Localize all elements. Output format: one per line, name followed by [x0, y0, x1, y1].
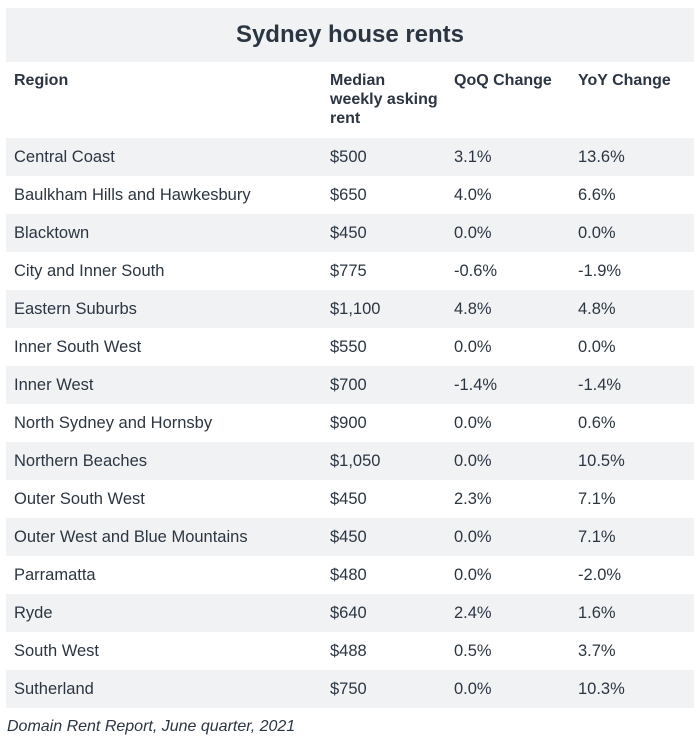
- median-rent-cell: $650: [322, 176, 446, 214]
- yoy-change-cell: -1.9%: [570, 252, 694, 290]
- region-cell: Blacktown: [6, 214, 322, 252]
- table-row: Inner West $700 -1.4% -1.4%: [6, 366, 694, 404]
- yoy-change-cell: 3.7%: [570, 632, 694, 670]
- median-rent-cell: $640: [322, 594, 446, 632]
- yoy-change-cell: -1.4%: [570, 366, 694, 404]
- column-header-median-rent: Median weekly asking rent: [322, 62, 446, 138]
- median-rent-cell: $750: [322, 670, 446, 708]
- yoy-change-cell: 0.6%: [570, 404, 694, 442]
- region-cell: Sutherland: [6, 670, 322, 708]
- qoq-change-cell: 3.1%: [446, 138, 570, 176]
- region-cell: South West: [6, 632, 322, 670]
- median-rent-cell: $900: [322, 404, 446, 442]
- rents-table: Region Median weekly asking rent QoQ Cha…: [6, 62, 694, 708]
- qoq-change-cell: 0.0%: [446, 442, 570, 480]
- median-rent-cell: $1,100: [322, 290, 446, 328]
- table-row: South West $488 0.5% 3.7%: [6, 632, 694, 670]
- table-row: City and Inner South $775 -0.6% -1.9%: [6, 252, 694, 290]
- rents-table-container: Sydney house rents Region Median weekly …: [6, 8, 694, 708]
- region-cell: Central Coast: [6, 138, 322, 176]
- median-rent-cell: $775: [322, 252, 446, 290]
- column-header-region: Region: [6, 62, 322, 138]
- median-rent-cell: $450: [322, 480, 446, 518]
- region-cell: Eastern Suburbs: [6, 290, 322, 328]
- median-rent-cell: $480: [322, 556, 446, 594]
- qoq-change-cell: 4.0%: [446, 176, 570, 214]
- column-header-yoy-change: YoY Change: [570, 62, 694, 138]
- table-row: Outer West and Blue Mountains $450 0.0% …: [6, 518, 694, 556]
- yoy-change-cell: 4.8%: [570, 290, 694, 328]
- qoq-change-cell: 2.3%: [446, 480, 570, 518]
- region-cell: Ryde: [6, 594, 322, 632]
- qoq-change-cell: 0.5%: [446, 632, 570, 670]
- qoq-change-cell: -0.6%: [446, 252, 570, 290]
- table-row: Blacktown $450 0.0% 0.0%: [6, 214, 694, 252]
- yoy-change-cell: 10.5%: [570, 442, 694, 480]
- median-rent-cell: $1,050: [322, 442, 446, 480]
- qoq-change-cell: -1.4%: [446, 366, 570, 404]
- table-row: Outer South West $450 2.3% 7.1%: [6, 480, 694, 518]
- median-rent-cell: $450: [322, 518, 446, 556]
- table-row: Sutherland $750 0.0% 10.3%: [6, 670, 694, 708]
- source-caption: Domain Rent Report, June quarter, 2021: [7, 718, 296, 735]
- yoy-change-cell: 10.3%: [570, 670, 694, 708]
- yoy-change-cell: 1.6%: [570, 594, 694, 632]
- yoy-change-cell: 7.1%: [570, 480, 694, 518]
- region-cell: Outer South West: [6, 480, 322, 518]
- median-rent-cell: $500: [322, 138, 446, 176]
- region-cell: Northern Beaches: [6, 442, 322, 480]
- region-cell: Inner South West: [6, 328, 322, 366]
- yoy-change-cell: 13.6%: [570, 138, 694, 176]
- table-row: Parramatta $480 0.0% -2.0%: [6, 556, 694, 594]
- region-cell: City and Inner South: [6, 252, 322, 290]
- qoq-change-cell: 0.0%: [446, 670, 570, 708]
- yoy-change-cell: 7.1%: [570, 518, 694, 556]
- qoq-change-cell: 0.0%: [446, 556, 570, 594]
- yoy-change-cell: 6.6%: [570, 176, 694, 214]
- qoq-change-cell: 0.0%: [446, 518, 570, 556]
- median-rent-cell: $700: [322, 366, 446, 404]
- table-row: Northern Beaches $1,050 0.0% 10.5%: [6, 442, 694, 480]
- region-cell: Inner West: [6, 366, 322, 404]
- yoy-change-cell: 0.0%: [570, 328, 694, 366]
- region-cell: Outer West and Blue Mountains: [6, 518, 322, 556]
- median-rent-cell: $550: [322, 328, 446, 366]
- column-header-qoq-change: QoQ Change: [446, 62, 570, 138]
- median-rent-cell: $488: [322, 632, 446, 670]
- qoq-change-cell: 0.0%: [446, 404, 570, 442]
- region-cell: Parramatta: [6, 556, 322, 594]
- yoy-change-cell: -2.0%: [570, 556, 694, 594]
- region-cell: Baulkham Hills and Hawkesbury: [6, 176, 322, 214]
- qoq-change-cell: 4.8%: [446, 290, 570, 328]
- table-row: Inner South West $550 0.0% 0.0%: [6, 328, 694, 366]
- table-title: Sydney house rents: [6, 8, 694, 62]
- qoq-change-cell: 2.4%: [446, 594, 570, 632]
- table-row: Baulkham Hills and Hawkesbury $650 4.0% …: [6, 176, 694, 214]
- table-row: Ryde $640 2.4% 1.6%: [6, 594, 694, 632]
- yoy-change-cell: 0.0%: [570, 214, 694, 252]
- qoq-change-cell: 0.0%: [446, 214, 570, 252]
- table-row: Central Coast $500 3.1% 13.6%: [6, 138, 694, 176]
- median-rent-cell: $450: [322, 214, 446, 252]
- table-row: Eastern Suburbs $1,100 4.8% 4.8%: [6, 290, 694, 328]
- table-row: North Sydney and Hornsby $900 0.0% 0.6%: [6, 404, 694, 442]
- region-cell: North Sydney and Hornsby: [6, 404, 322, 442]
- table-header-row: Region Median weekly asking rent QoQ Cha…: [6, 62, 694, 138]
- qoq-change-cell: 0.0%: [446, 328, 570, 366]
